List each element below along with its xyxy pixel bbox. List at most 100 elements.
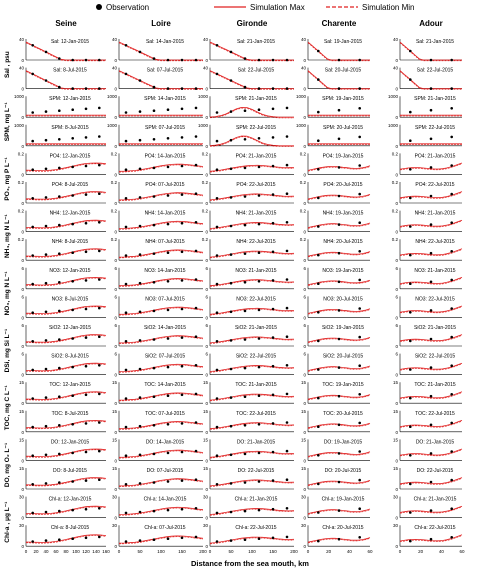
observation-point (229, 167, 233, 171)
observation-point (285, 221, 289, 224)
observation-point (98, 58, 101, 62)
panel-title: SPM: 19-Jan-2015 (322, 96, 364, 102)
observation-point (271, 87, 275, 90)
observation-point (152, 452, 156, 456)
panel-ytick-label: 0.2 (392, 151, 399, 156)
sim-max-line (25, 477, 107, 486)
observation-point (152, 252, 156, 255)
observation-point (71, 137, 74, 140)
observation-point (243, 57, 247, 60)
observation-point (138, 50, 142, 54)
panel-ytick-label: 0 (395, 258, 398, 263)
observation-point (409, 539, 412, 543)
panel-title: SiO2: 22-Jul-2015 (236, 354, 277, 360)
observation-point (337, 194, 341, 198)
x-tick-label: 40 (43, 549, 49, 554)
observation-point (243, 338, 247, 341)
panel-ytick-label: 6 (303, 323, 306, 328)
observation-point (337, 309, 341, 312)
observation-point (98, 221, 101, 224)
panel-ytick-label: 0 (303, 430, 306, 435)
observation-point (257, 137, 261, 140)
observation-point (450, 107, 454, 110)
observation-point (429, 366, 433, 369)
observation-point (285, 306, 289, 310)
panel-ytick-label: 40 (301, 66, 307, 71)
sim-min-line (209, 537, 295, 545)
panel-title: NO3: 21-Jan-2015 (414, 268, 455, 274)
sim-max-line (209, 393, 295, 401)
panel-title: Sal: 22-Jul-2015 (238, 68, 275, 74)
panel-title: Chl-a: 8-Jul-2015 (51, 525, 90, 531)
observation-point (58, 395, 61, 399)
observation-point (152, 366, 156, 370)
panel-ytick-label: 1000 (107, 123, 118, 128)
panel-ytick-label: 0 (303, 544, 306, 549)
observation-point (71, 251, 74, 254)
panel-ytick-label: 1000 (296, 123, 307, 128)
observation-point (229, 453, 233, 457)
observation-point (243, 538, 247, 541)
observation-point (124, 254, 128, 257)
observation-point (243, 223, 247, 227)
observation-point (337, 366, 341, 369)
sim-max-line (25, 505, 107, 515)
panel-ytick-label: 0 (395, 287, 398, 292)
observation-point (152, 281, 156, 284)
observation-point (58, 85, 61, 89)
observation-point (429, 423, 433, 427)
observation-point (180, 250, 184, 254)
observation-point (285, 392, 289, 396)
panel-title: PO4: 21-Jan-2015 (415, 153, 456, 159)
panel-ytick-label: 0 (395, 172, 398, 177)
panel-ytick-label: 0 (303, 172, 306, 177)
observation-point (317, 511, 320, 514)
panel-ytick-label: 0.2 (300, 180, 307, 185)
panel-ytick-label: 0 (114, 115, 117, 120)
observation-point (450, 58, 454, 62)
sim-min-line (25, 535, 107, 544)
observation-point (358, 135, 362, 139)
observation-point (243, 281, 247, 284)
observation-point (215, 483, 219, 486)
observation-point (337, 223, 341, 226)
observation-point (71, 194, 74, 197)
observation-point (243, 195, 247, 198)
x-tick-label: 200 (199, 549, 207, 554)
observation-point (317, 49, 320, 53)
observation-point (229, 310, 233, 314)
panel-ytick-label: 6 (114, 266, 117, 271)
sim-min-line (118, 421, 204, 430)
panel-title: DO: 14-Jan-2015 (146, 439, 185, 445)
observation-point (152, 109, 156, 112)
observation-point (285, 364, 289, 367)
observation-point (138, 253, 142, 256)
observation-point (257, 222, 261, 226)
observation-point (44, 224, 48, 228)
observation-point (138, 424, 142, 428)
sim-min-line (209, 222, 295, 230)
observation-point (271, 136, 275, 139)
panel-ytick-label: 15 (19, 409, 25, 414)
observation-point (124, 139, 128, 143)
observation-point (358, 421, 362, 425)
panel-ytick-label: 6 (205, 294, 208, 299)
observation-point (243, 395, 247, 399)
observation-point (44, 482, 48, 485)
sim-max-line (25, 41, 106, 61)
observation-point (243, 424, 247, 427)
observation-point (166, 165, 170, 169)
panel-ytick-label: 15 (203, 409, 209, 414)
panel-ytick-label: 0.2 (392, 237, 399, 242)
sim-max-line (25, 191, 107, 200)
observation-point (152, 395, 156, 399)
observation-point (58, 509, 61, 513)
panel-title: Chl-a: 12-Jan-2015 (49, 497, 92, 503)
observation-point (180, 336, 184, 339)
sim-max-line (209, 164, 295, 172)
observation-point (429, 452, 433, 455)
observation-point (152, 166, 156, 170)
panel-ytick-label: 0 (303, 344, 306, 349)
observation-point (317, 339, 320, 343)
observation-point (152, 309, 156, 313)
